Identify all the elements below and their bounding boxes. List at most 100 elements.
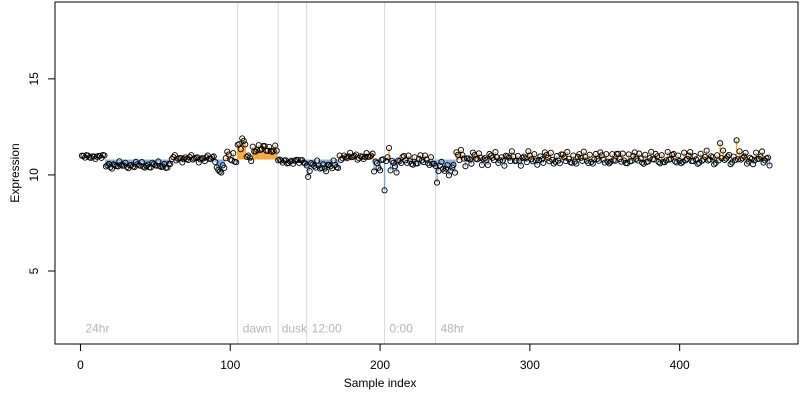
data-point — [450, 161, 457, 168]
data-point — [678, 160, 685, 167]
data-point — [642, 151, 649, 158]
data-point — [753, 149, 760, 156]
data-point — [216, 168, 223, 175]
data-point — [243, 153, 250, 160]
x-tick-label: 400 — [670, 358, 690, 372]
data-point — [547, 149, 554, 156]
data-point — [451, 169, 459, 176]
data-point — [320, 161, 327, 168]
data-point — [87, 154, 95, 161]
data-point — [694, 160, 701, 167]
period-label: dusk — [282, 322, 308, 336]
data-point — [477, 154, 484, 161]
data-point — [606, 160, 613, 167]
data-point — [708, 153, 715, 160]
data-point — [735, 156, 742, 163]
data-point — [766, 162, 773, 169]
period-label: dawn — [243, 322, 272, 336]
data-point — [105, 160, 112, 168]
data-point — [718, 155, 725, 162]
data-point — [601, 159, 608, 166]
data-point — [520, 153, 527, 160]
data-point — [381, 187, 388, 194]
data-point — [607, 158, 614, 165]
data-point — [387, 167, 394, 174]
data-point — [705, 157, 712, 164]
data-point — [400, 153, 408, 160]
data-point — [363, 150, 370, 157]
data-point — [727, 161, 734, 168]
data-point — [111, 162, 118, 169]
data-point — [550, 160, 557, 167]
data-point — [237, 146, 244, 153]
data-point — [484, 162, 491, 169]
period-label: 24hr — [85, 322, 109, 336]
data-point — [579, 157, 586, 164]
data-point — [742, 149, 749, 156]
data-point — [288, 157, 295, 164]
data-point — [589, 160, 596, 167]
data-point — [362, 153, 369, 160]
data-point — [397, 159, 405, 167]
data-point — [415, 155, 423, 163]
data-point — [377, 167, 384, 174]
data-point — [637, 155, 644, 162]
data-point — [739, 155, 746, 162]
data-point — [391, 163, 399, 170]
data-point — [354, 156, 361, 163]
data-point — [424, 160, 432, 167]
data-point — [462, 163, 469, 170]
data-point — [438, 158, 445, 165]
data-point — [311, 162, 318, 169]
data-point — [466, 156, 473, 163]
data-point — [210, 153, 217, 160]
data-point — [519, 154, 526, 161]
data-point — [248, 158, 255, 165]
data-point — [383, 158, 390, 165]
data-point — [329, 165, 336, 172]
data-point — [597, 149, 604, 156]
data-point — [691, 153, 698, 160]
data-point — [576, 151, 583, 158]
data-point — [122, 159, 129, 166]
data-point — [568, 159, 575, 166]
data-point — [342, 154, 349, 161]
data-point — [721, 156, 728, 163]
deviation-bars — [103, 138, 771, 191]
data-point — [418, 157, 426, 164]
data-point — [481, 155, 488, 162]
y-axis-title: Expression — [8, 143, 22, 202]
data-point — [681, 149, 688, 156]
data-point — [666, 156, 673, 163]
data-point — [517, 162, 524, 169]
data-point — [195, 159, 202, 166]
data-point — [724, 153, 731, 160]
y-axis: 5 10 15 — [27, 72, 56, 274]
data-point — [675, 152, 682, 159]
data-point — [386, 144, 393, 152]
data-point — [654, 153, 661, 160]
data-point — [532, 157, 539, 164]
data-point — [356, 155, 363, 162]
data-point — [672, 158, 679, 165]
data-point — [108, 165, 115, 172]
data-point — [504, 153, 511, 160]
data-point — [711, 161, 718, 168]
data-point — [703, 147, 710, 154]
period-label: 12:00 — [312, 322, 342, 336]
data-point — [603, 151, 610, 158]
data-point — [269, 148, 276, 155]
data-point — [224, 148, 231, 155]
data-point — [335, 164, 342, 172]
data-point — [505, 154, 512, 161]
data-point — [80, 152, 87, 159]
data-point — [345, 153, 352, 160]
data-point — [393, 169, 400, 176]
data-point — [580, 148, 587, 155]
data-point — [747, 154, 754, 161]
data-point — [598, 152, 605, 159]
data-point — [242, 141, 249, 148]
data-point — [594, 155, 601, 163]
data-point — [432, 162, 439, 169]
